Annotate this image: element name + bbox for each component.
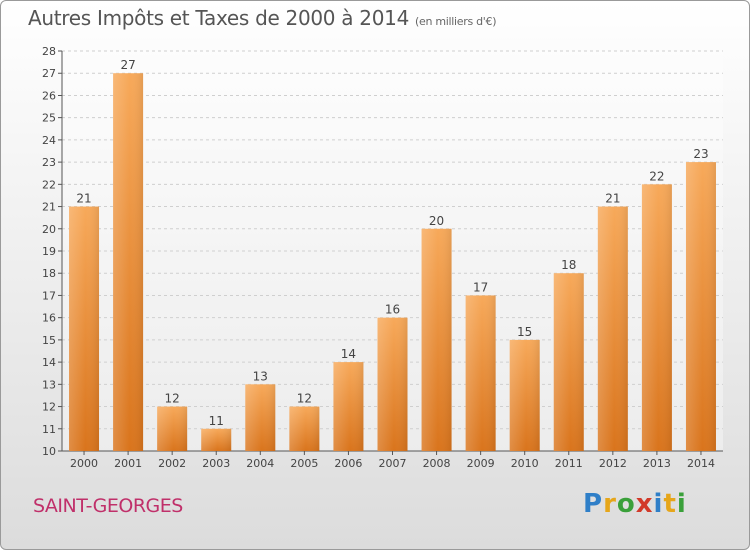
y-tick-label: 10 [42,445,56,458]
bar-shade [509,339,540,451]
bar-value-label: 13 [253,369,268,383]
y-tick-label: 24 [42,134,56,147]
y-tick-label: 22 [42,178,56,191]
bar-shade [685,162,716,451]
x-tick-label: 2000 [70,457,98,470]
bar-shade [69,206,100,451]
bar-shade [421,228,452,451]
y-tick-label: 25 [42,112,56,125]
bar-value-label: 11 [209,414,224,428]
logo-letter: o [616,489,636,519]
y-tick-label: 15 [42,334,56,347]
bar-shade [157,406,188,451]
bar-shade [465,295,496,451]
bar-value-label: 15 [517,325,532,339]
y-tick-label: 19 [42,245,56,258]
bar-value-label: 21 [76,192,91,206]
logo-letter: i [653,489,664,519]
y-tick-label: 11 [42,423,56,436]
logo-letter: t [663,489,677,519]
bar-shade [245,384,276,451]
chart-subtitle: (en milliers d'€) [415,15,497,28]
proxiti-logo: Proxiti [583,489,687,519]
bar-value-label: 20 [429,214,444,228]
bar-shade [377,317,408,451]
x-tick-label: 2005 [290,457,318,470]
x-tick-label: 2012 [599,457,627,470]
bar-value-label: 27 [120,58,135,72]
x-tick-label: 2013 [643,457,671,470]
chart-title: Autres Impôts et Taxes de 2000 à 2014 (en… [28,6,496,30]
bar-shade [201,428,232,451]
bar-value-label: 16 [385,303,400,317]
x-tick-label: 2001 [114,457,142,470]
y-tick-label: 12 [42,401,56,414]
y-tick-label: 17 [42,289,56,302]
bar-shade [597,206,628,451]
bar-value-label: 23 [693,147,708,161]
y-tick-label: 23 [42,156,56,169]
bar-shade [113,73,144,451]
x-tick-label: 2007 [379,457,407,470]
y-tick-label: 18 [42,267,56,280]
x-tick-label: 2006 [334,457,362,470]
y-tick-label: 13 [42,378,56,391]
bar-shade [289,406,320,451]
x-tick-label: 2010 [511,457,539,470]
bar-value-label: 14 [341,347,356,361]
bar-shade [553,273,584,451]
y-tick-label: 16 [42,312,56,325]
bar-value-label: 12 [297,392,312,406]
logo-letter: P [583,489,604,519]
y-tick-label: 20 [42,223,56,236]
commune-name: SAINT-GEORGES [33,495,183,517]
y-tick-label: 26 [42,89,56,102]
x-tick-label: 2008 [423,457,451,470]
y-tick-label: 14 [42,356,56,369]
logo-letter: x [635,489,654,519]
bar-shade [641,184,672,452]
bar-value-label: 18 [561,258,576,272]
bar-value-label: 22 [649,169,664,183]
logo-letter: r [603,489,617,519]
x-tick-label: 2004 [246,457,274,470]
logo-letter: i [676,489,687,519]
y-tick-label: 27 [42,67,56,80]
bar-shade [333,362,364,451]
x-tick-label: 2011 [555,457,583,470]
chart-title-text: Autres Impôts et Taxes de 2000 à 2014 [28,6,409,30]
bar-value-label: 17 [473,280,488,294]
y-tick-label: 28 [42,45,56,58]
x-tick-label: 2003 [202,457,230,470]
x-tick-label: 2002 [158,457,186,470]
x-tick-label: 2014 [687,457,715,470]
bar-value-label: 21 [605,192,620,206]
bar-value-label: 12 [165,392,180,406]
x-tick-label: 2009 [467,457,495,470]
y-tick-label: 21 [42,201,56,214]
